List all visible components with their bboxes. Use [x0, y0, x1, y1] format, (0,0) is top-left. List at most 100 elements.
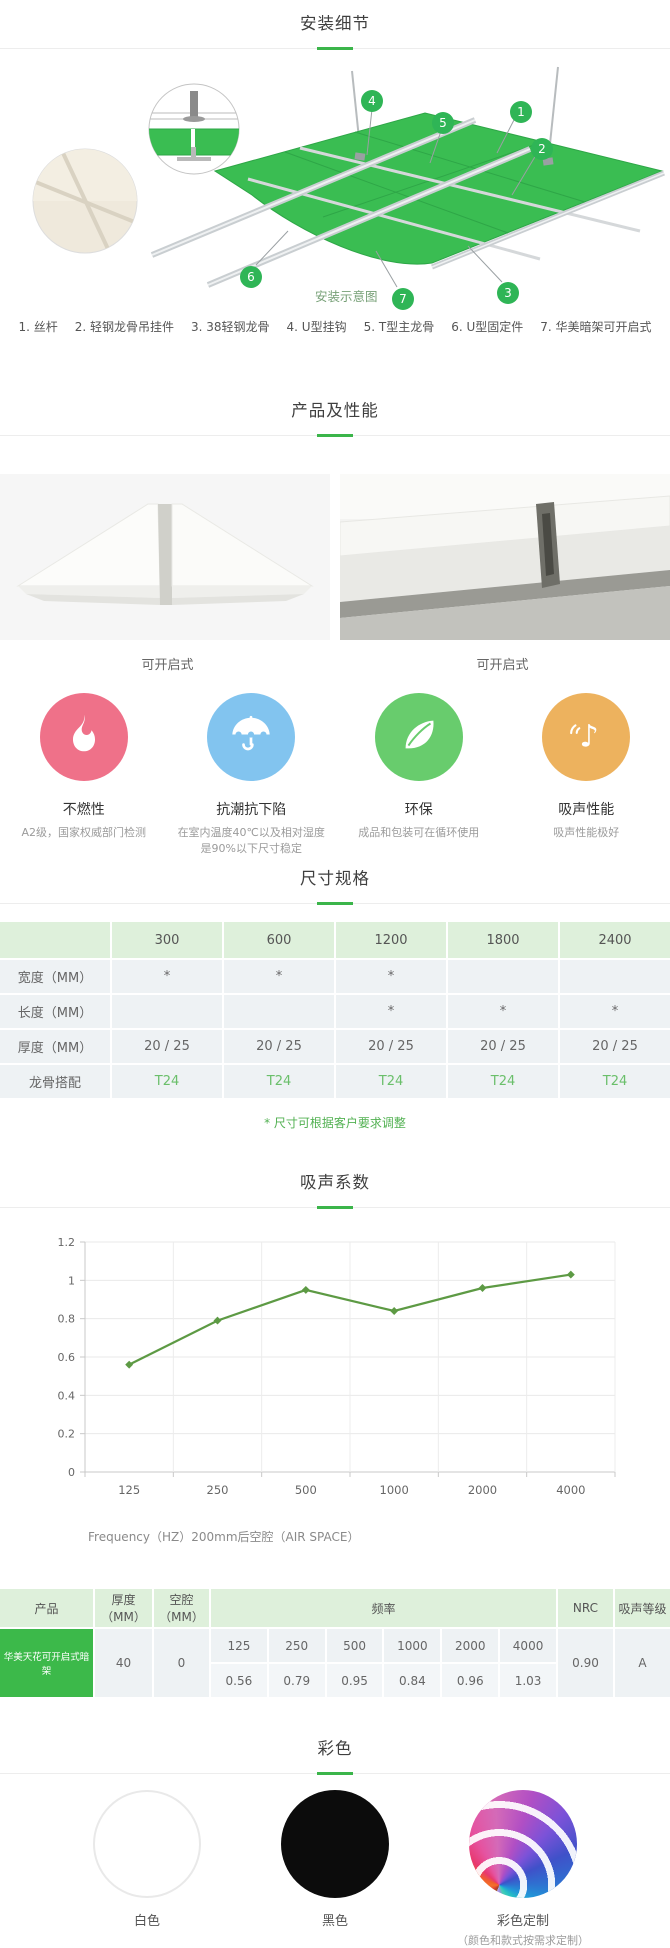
spec-col-header [0, 922, 110, 958]
svg-text:4000: 4000 [556, 1483, 585, 1497]
ac-freq-label: 2000 [442, 1629, 498, 1662]
ac-header-grade: 吸声等级 [615, 1589, 670, 1627]
spec-cell: 20 / 25 [224, 1030, 334, 1063]
spec-cell: * [448, 995, 558, 1028]
color-option-white: 白色 [67, 1790, 227, 1948]
svg-text:0.4: 0.4 [58, 1389, 76, 1402]
photo-captions: 可开启式 可开启式 [0, 654, 670, 673]
section-install: 安装细节 [0, 0, 670, 335]
color-option-black: 黑色 [255, 1790, 415, 1948]
ac-grade-cell: A [615, 1629, 670, 1697]
svg-text:4: 4 [368, 94, 376, 108]
feature-desc: A2级，国家权威部门检测 [0, 825, 168, 841]
divider-accent [317, 902, 353, 905]
spec-row-label: 龙骨搭配 [0, 1065, 110, 1098]
section-title-absorption: 吸声系数 [0, 1171, 670, 1195]
svg-text:5: 5 [439, 116, 447, 130]
section-divider [0, 1773, 670, 1774]
svg-text:6: 6 [247, 270, 255, 284]
spec-col-header: 300 [112, 922, 222, 958]
spec-col-header: 1200 [336, 922, 446, 958]
spec-cell [448, 960, 558, 993]
feature-circle [207, 693, 295, 781]
spec-cell: T24 [224, 1065, 334, 1098]
ac-header-nrc: NRC [558, 1589, 613, 1627]
color-swatch-black [281, 1790, 389, 1898]
photo-caption: 可开启式 [335, 654, 670, 673]
ac-freq-label: 1000 [384, 1629, 440, 1662]
svg-text:1.2: 1.2 [58, 1236, 76, 1249]
ac-header-product: 产品 [0, 1589, 93, 1627]
flame-icon [61, 712, 107, 762]
size-note: * 尺寸可根据客户要求调整 [0, 1114, 670, 1131]
features-row: 不燃性 A2级，国家权威部门检测 抗潮抗下陷 在室内温度40℃以及相对湿度是90… [0, 693, 670, 853]
legend-item: 6. U型固定件 [451, 319, 523, 335]
feature-desc: 吸声性能极好 [503, 825, 670, 841]
ac-freq-value: 0.95 [327, 1664, 383, 1697]
product-photo-open-type-2 [340, 474, 670, 640]
product-photos [0, 474, 670, 640]
spec-cell: 20 / 25 [448, 1030, 558, 1063]
color-sub-label: （颜色和款式按需求定制） [443, 1932, 603, 1948]
spec-cell [560, 960, 670, 993]
spec-cell: * [336, 960, 446, 993]
svg-text:7: 7 [399, 292, 407, 306]
ac-freq-label: 250 [269, 1629, 325, 1662]
divider-accent [317, 434, 353, 437]
feature-1: 抗潮抗下陷 在室内温度40℃以及相对湿度是90%以下尺寸稳定 [168, 693, 336, 853]
ac-header-cavity: 空腔（MM） [154, 1589, 209, 1627]
feature-title: 不燃性 [0, 799, 168, 819]
section-divider [0, 1207, 670, 1208]
svg-text:0.2: 0.2 [58, 1428, 76, 1441]
ac-freq-value: 0.84 [384, 1664, 440, 1697]
feature-title: 抗潮抗下陷 [168, 799, 336, 819]
section-title-colors: 彩色 [0, 1737, 670, 1761]
svg-text:0.8: 0.8 [58, 1313, 76, 1326]
ac-freq-label: 4000 [500, 1629, 556, 1662]
divider-accent [317, 1206, 353, 1209]
ac-header-frequency: 频率 [211, 1589, 556, 1627]
legend-item: 7. 华美暗架可开启式 [540, 319, 651, 335]
ac-freq-value: 1.03 [500, 1664, 556, 1697]
ac-thickness-cell: 40 [95, 1629, 152, 1697]
leaf-icon [396, 712, 442, 762]
spec-cell: * [224, 960, 334, 993]
spec-cell: * [560, 995, 670, 1028]
feature-0: 不燃性 A2级，国家权威部门检测 [0, 693, 168, 853]
spec-col-header: 1800 [448, 922, 558, 958]
spec-row-label: 宽度（MM） [0, 960, 110, 993]
svg-text:125: 125 [118, 1483, 140, 1497]
feature-title: 环保 [335, 799, 503, 819]
product-photo-open-type-1 [0, 474, 330, 640]
svg-text:♪: ♪ [580, 720, 600, 755]
spec-cell: T24 [560, 1065, 670, 1098]
svg-text:3: 3 [504, 286, 512, 300]
legend-item: 2. 轻钢龙骨吊挂件 [75, 319, 174, 335]
legend-item: 5. T型主龙骨 [364, 319, 435, 335]
feature-2: 环保 成品和包装可在循环使用 [335, 693, 503, 853]
photo-caption: 可开启式 [0, 654, 335, 673]
section-colors: 彩色 白色 黑色 彩色定制 （颜色和款式按需求定制） [0, 1737, 670, 1948]
color-option-custom: 彩色定制 （颜色和款式按需求定制） [443, 1790, 603, 1948]
svg-text:0: 0 [68, 1466, 75, 1479]
ac-freq-label: 125 [211, 1629, 267, 1662]
chart-caption: Frequency（HZ）200mm后空腔（AIR SPACE） [88, 1528, 670, 1545]
spec-col-header: 2400 [560, 922, 670, 958]
svg-text:1: 1 [68, 1274, 75, 1287]
ac-freq-value: 0.56 [211, 1664, 267, 1697]
panel-photo-illustration [0, 474, 330, 640]
spec-cell: T24 [448, 1065, 558, 1098]
section-divider [0, 435, 670, 436]
section-divider [0, 903, 670, 904]
spec-cell: T24 [112, 1065, 222, 1098]
spec-row-label: 厚度（MM） [0, 1030, 110, 1063]
spec-cell: T24 [336, 1065, 446, 1098]
music-note-icon: ♪ [563, 712, 609, 762]
section-divider [0, 48, 670, 49]
